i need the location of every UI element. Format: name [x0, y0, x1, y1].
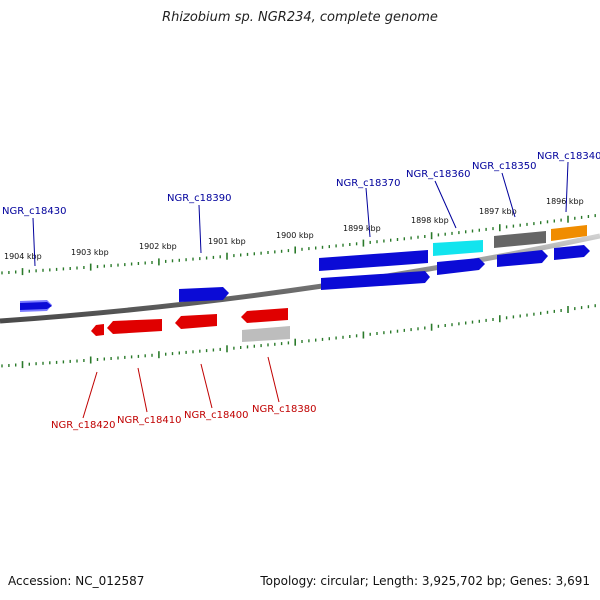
scale-label: 1899 kbp	[343, 224, 381, 233]
scale-ticks-top	[1, 214, 596, 276]
scale-label: 1901 kbp	[208, 237, 246, 246]
scale-label: 1904 kbp	[4, 252, 42, 261]
accession-text: Accession: NC_012587	[8, 574, 145, 588]
gene-label: NGR_c18390	[167, 193, 232, 204]
scale-label: 1896 kbp	[546, 197, 584, 206]
gene-NGR_c18370-row2[interactable]	[321, 271, 430, 290]
gene-NGR_c18340[interactable]	[551, 225, 590, 260]
gene-label: NGR_c18370	[336, 178, 401, 189]
gene-NGR_c18420[interactable]	[91, 324, 104, 336]
gene-NGR_c18380[interactable]	[241, 308, 290, 342]
gene-label: NGR_c18420	[51, 420, 116, 431]
scale-label: 1900 kbp	[276, 231, 314, 240]
topology-summary: Topology: circular; Length: 3,925,702 bp…	[260, 574, 590, 588]
scale-ticks-bottom	[1, 304, 596, 369]
gene-label: NGR_c18430	[2, 206, 67, 217]
gene-NGR_c18400[interactable]	[175, 314, 217, 329]
gene-NGR_c18350[interactable]	[494, 231, 548, 267]
gene-NGR_c18360[interactable]	[433, 240, 485, 275]
scale-label: 1903 kbp	[71, 248, 109, 257]
gene-NGR_c18410[interactable]	[107, 319, 162, 334]
label-leaders	[32, 161, 569, 419]
gene-label: NGR_c18380	[252, 404, 317, 415]
scale-label: 1897 kbp	[479, 207, 517, 216]
gene-NGR_c18430[interactable]	[20, 300, 52, 312]
map-title: Rhizobium sp. NGR234, complete genome	[162, 10, 438, 25]
scale-label: 1902 kbp	[139, 242, 177, 251]
gene-NGR_c18370-row1[interactable]	[319, 250, 428, 271]
gene-label: NGR_c18400	[184, 410, 249, 421]
scale-label: 1898 kbp	[411, 216, 449, 225]
gene-label: NGR_c18360	[406, 169, 471, 180]
gene-label: NGR_c18410	[117, 415, 182, 426]
gene-label: NGR_c18340	[537, 151, 600, 162]
gene-label: NGR_c18350	[472, 161, 537, 172]
gene-NGR_c18390[interactable]	[179, 287, 229, 302]
